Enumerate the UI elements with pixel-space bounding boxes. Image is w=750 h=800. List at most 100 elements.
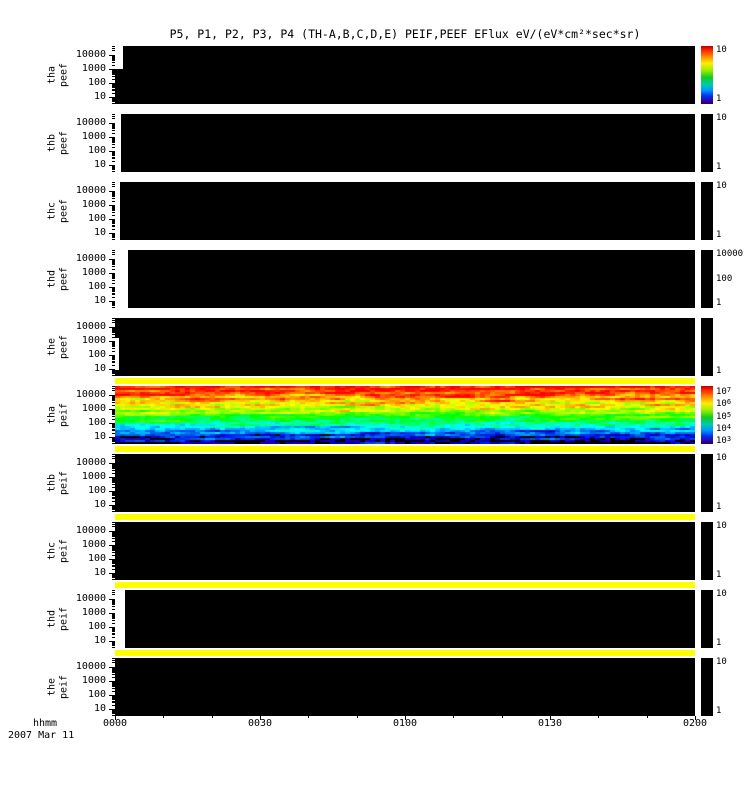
y-minor-tick (112, 620, 115, 621)
y-minor-tick (112, 602, 115, 603)
y-minor-tick (112, 212, 115, 213)
y-minor-tick (112, 191, 115, 192)
data-patch (115, 338, 119, 370)
y-minor-tick (112, 303, 115, 304)
y-tick-label: 10000 (75, 321, 106, 332)
x-minor-tick (502, 716, 503, 718)
colorbar-label-base: 1 (716, 230, 722, 240)
y-minor-tick (112, 660, 115, 661)
y-minor-tick (112, 414, 115, 415)
y-minor-tick (112, 283, 115, 284)
data-patch (115, 250, 128, 308)
y-minor-tick (112, 90, 115, 91)
x-tick-label: 0130 (537, 718, 563, 729)
colorbar-tick-label: 1 (716, 299, 721, 308)
y-minor-tick (112, 215, 115, 216)
y-minor-tick (112, 482, 115, 483)
y-minor-tick (112, 125, 115, 126)
y-tick-label: 100 (87, 145, 106, 156)
colorbar-tick-label: 106 (716, 398, 731, 409)
y-minor-tick (112, 208, 115, 209)
y-minor-tick (112, 341, 115, 342)
y-major-tick (109, 559, 115, 560)
y-minor-tick (112, 373, 115, 374)
y-minor-tick (112, 196, 115, 197)
colorbar-label-base: 1 (716, 162, 722, 172)
x-minor-tick (357, 716, 358, 718)
y-minor-tick (112, 473, 115, 474)
y-minor-tick (112, 236, 115, 237)
panel-label-spacecraft: tha (46, 405, 58, 425)
colorbar-thc-peif (701, 522, 713, 580)
y-minor-tick (112, 628, 115, 629)
y-minor-tick (112, 667, 115, 668)
y-major-tick (109, 233, 115, 234)
y-minor-tick (112, 234, 115, 235)
colorbar-tick-label: 105 (716, 411, 731, 422)
y-minor-tick (112, 642, 115, 643)
y-minor-tick (112, 72, 115, 73)
panel-thd-peif (115, 590, 695, 648)
colorbar-label-base: 10 (716, 45, 727, 55)
y-minor-tick (112, 566, 115, 567)
y-minor-tick (112, 506, 115, 507)
y-minor-tick (112, 186, 115, 187)
colorbar-label-base: 1 (716, 570, 722, 580)
y-minor-tick (112, 688, 115, 689)
y-minor-tick (112, 99, 115, 100)
y-minor-tick (112, 395, 115, 396)
y-minor-tick (112, 682, 115, 683)
colorbar-label-base: 10 (716, 387, 727, 397)
y-minor-tick (112, 375, 115, 376)
y-minor-tick (112, 697, 115, 698)
y-minor-tick (112, 545, 115, 546)
y-minor-tick (112, 130, 115, 131)
y-minor-tick (112, 701, 115, 702)
x-major-tick (115, 716, 116, 720)
colorbar-tha-peef (701, 46, 713, 104)
x-major-tick (405, 716, 406, 720)
y-minor-tick (112, 252, 115, 253)
y-tick-label: 10 (93, 703, 106, 714)
x-major-tick (695, 716, 696, 720)
y-minor-tick (112, 356, 115, 357)
y-minor-tick (112, 658, 115, 659)
colorbar-label-base: 10000 (716, 249, 744, 259)
y-minor-tick (112, 56, 115, 57)
x-tick-label: 0030 (247, 718, 273, 729)
y-minor-tick (112, 254, 115, 255)
colorbar-label-base: 10 (716, 412, 727, 422)
y-minor-tick (112, 427, 115, 428)
y-minor-tick (112, 307, 115, 308)
y-minor-tick (112, 669, 115, 670)
y-minor-tick (112, 526, 115, 527)
y-minor-tick (112, 495, 115, 496)
y-minor-tick (112, 182, 115, 183)
colorbar-label-base: 100 (716, 274, 733, 284)
y-minor-tick (112, 171, 115, 172)
y-minor-tick (112, 239, 115, 240)
y-minor-tick (112, 548, 115, 549)
y-minor-tick (112, 157, 115, 158)
y-minor-tick (112, 662, 115, 663)
y-major-tick (109, 709, 115, 710)
y-minor-tick (112, 195, 115, 196)
y-minor-tick (112, 274, 115, 275)
colorbar-label-base: 1 (716, 502, 722, 512)
colorbar-label-base: 10 (716, 657, 727, 667)
colorbar-label-exponent: 5 (726, 411, 732, 419)
y-minor-tick (112, 193, 115, 194)
y-minor-tick (112, 601, 115, 602)
y-minor-tick (112, 370, 115, 371)
y-tick-label: 1000 (81, 63, 106, 74)
y-minor-tick (112, 400, 115, 401)
y-minor-tick (112, 439, 115, 440)
data-patch (115, 114, 121, 172)
y-minor-tick (112, 430, 115, 431)
y-minor-tick (112, 600, 115, 601)
y-minor-tick (112, 332, 115, 333)
y-tick-label: 100 (87, 349, 106, 360)
y-minor-tick (112, 686, 115, 687)
y-minor-tick (112, 501, 115, 502)
